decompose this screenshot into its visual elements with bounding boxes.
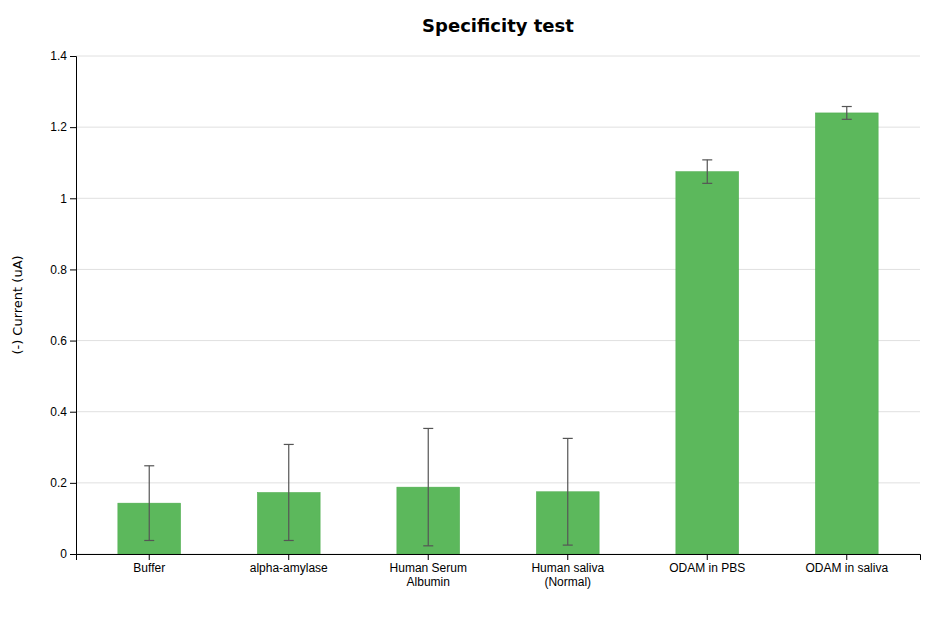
tick-mark [70,56,76,57]
tick-label-line: Albumin [407,575,450,589]
error-cap [563,438,573,439]
error-stem [149,466,150,541]
tick-mark [288,554,289,560]
error-cap [423,428,433,429]
chart: 0 0.2 0.4 0.6 0.8 1 1.2 1.4 Buffer alpha-amylase H… [0,0,944,626]
error-bar [144,466,154,541]
tick: 0.2 [50,476,76,490]
tick: 0.6 [50,334,76,348]
bar [676,172,739,554]
y-axis: 0 0.2 0.4 0.6 0.8 1 1.2 1.4 [50,49,76,561]
tick-label-line: Human saliva [531,561,604,575]
grid-line [76,127,920,128]
grid-line [76,482,920,483]
error-bar [702,160,712,183]
error-bar [423,428,433,545]
tick-label: 0 [60,547,67,561]
error-stem [846,107,847,120]
tick-mark [428,554,429,560]
error-cap [144,540,154,541]
error-cap [842,119,852,120]
tick-label: 1 [60,192,67,206]
error-bar [563,438,573,545]
tick-label-line: Buffer [133,561,165,575]
tick-label: Human saliva(Normal) [531,561,604,589]
error-stem [288,444,289,540]
tick-mark [707,554,708,560]
error-bar [842,107,852,120]
tick: 0.4 [50,405,76,419]
error-cap [702,183,712,184]
tick-label: ODAM in PBS [669,561,745,575]
tick: Human SerumAlbumin [390,554,467,589]
tick-label: 0.8 [50,263,67,277]
tick-mark [70,269,76,270]
tick: 1.2 [50,120,76,134]
error-stem [707,160,708,183]
title: Specificity test [422,15,574,36]
tick-label-line: ODAM in saliva [805,561,888,575]
tick-mark [149,554,150,560]
tick: alpha-amylase [250,554,328,575]
tick-label: 1.4 [50,49,67,63]
error-cap [144,465,154,466]
tick-label: 0.2 [50,476,67,490]
error-cap [563,545,573,546]
grid-line [76,198,920,199]
error-cap [423,545,433,546]
error-cap [284,444,294,445]
tick-label: 0.6 [50,334,67,348]
tick: Human saliva(Normal) [531,554,604,589]
tick-mark [70,554,76,555]
tick: 1 [60,192,76,206]
grid-line [76,269,920,270]
tick: 0 [60,547,76,561]
tick: ODAM in PBS [669,554,745,575]
error-bar [284,444,294,540]
tick: ODAM in saliva [805,554,888,575]
axis-line [70,57,77,555]
grid-line [76,411,920,412]
tick-label-line: ODAM in PBS [669,561,745,575]
tick-label: Human SerumAlbumin [390,561,467,589]
tick-mark [70,412,76,413]
tick-label-line: Human Serum [390,561,467,575]
tick: 1.4 [50,49,76,63]
tick-label-line: alpha-amylase [250,561,328,575]
axis-line [77,555,921,561]
tick-label: 1.2 [50,120,67,134]
error-stem [567,438,568,545]
tick-mark [70,483,76,484]
tick-mark [70,341,76,342]
bar [815,113,878,554]
tick-mark [70,198,76,199]
tick-mark [846,554,847,560]
error-cap [284,540,294,541]
x-axis: Bufferalpha-amylaseHuman SerumAlbuminHum… [77,554,921,589]
tick-label: 0.4 [50,405,67,419]
tick: 0.8 [50,263,76,277]
tick-mark [70,127,76,128]
grid [76,56,920,554]
grid-line [76,340,920,341]
grid-line [76,56,920,57]
plot: 0 0.2 0.4 0.6 0.8 1 1.2 1.4 Buffer alpha-amylase H… [50,49,920,589]
tick: Buffer [133,554,165,575]
y-axis-title: (-) Current (uA) [10,255,25,354]
tick-label: Buffer [133,561,165,575]
tick-label: ODAM in saliva [805,561,888,575]
error-cap [702,159,712,160]
marks [118,107,878,554]
error-cap [842,106,852,107]
error-stem [428,428,429,545]
tick-label: alpha-amylase [250,561,328,575]
tick-mark [567,554,568,560]
tick-label-line: (Normal) [544,575,591,589]
